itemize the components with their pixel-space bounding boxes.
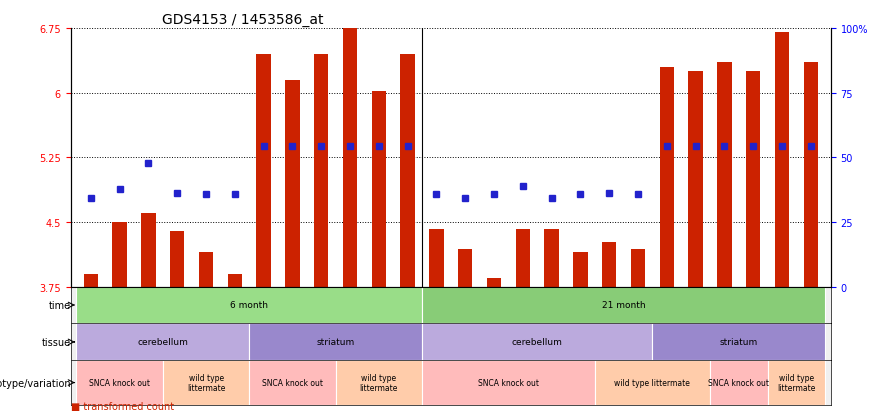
Bar — [199, 252, 213, 287]
Bar — [228, 274, 242, 287]
Text: SNCA knock out: SNCA knock out — [708, 378, 769, 387]
Text: cerebellum: cerebellum — [512, 337, 563, 347]
FancyBboxPatch shape — [249, 361, 336, 405]
Bar — [717, 63, 732, 287]
Text: wild type
littermate: wild type littermate — [187, 373, 225, 392]
FancyBboxPatch shape — [77, 287, 422, 324]
Bar — [746, 72, 760, 287]
FancyBboxPatch shape — [595, 361, 710, 405]
Text: striatum: striatum — [720, 337, 758, 347]
FancyBboxPatch shape — [249, 324, 422, 361]
Bar — [515, 229, 530, 287]
Bar — [343, 29, 357, 287]
Bar — [371, 92, 386, 287]
Text: cerebellum: cerebellum — [137, 337, 188, 347]
Bar — [314, 55, 329, 287]
FancyBboxPatch shape — [336, 361, 422, 405]
Text: 21 month: 21 month — [602, 301, 645, 310]
Text: striatum: striatum — [316, 337, 354, 347]
FancyBboxPatch shape — [77, 324, 249, 361]
Bar — [170, 231, 185, 287]
FancyBboxPatch shape — [163, 361, 249, 405]
Text: wild type
littermate: wild type littermate — [777, 373, 816, 392]
Bar — [487, 278, 501, 287]
Bar — [112, 222, 127, 287]
Text: genotype/variation: genotype/variation — [0, 377, 72, 388]
Text: time: time — [50, 300, 72, 310]
Bar — [430, 229, 444, 287]
Bar — [573, 252, 588, 287]
Bar — [689, 72, 703, 287]
Text: wild type littermate: wild type littermate — [614, 378, 690, 387]
Bar — [804, 63, 818, 287]
Text: GDS4153 / 1453586_at: GDS4153 / 1453586_at — [162, 12, 324, 26]
Bar — [400, 55, 415, 287]
Text: 6 month: 6 month — [230, 301, 268, 310]
FancyBboxPatch shape — [652, 324, 825, 361]
FancyBboxPatch shape — [710, 361, 767, 405]
Text: wild type
littermate: wild type littermate — [360, 373, 398, 392]
Bar — [84, 274, 98, 287]
FancyBboxPatch shape — [422, 361, 595, 405]
Bar — [545, 229, 559, 287]
Bar — [458, 250, 472, 287]
Text: SNCA knock out: SNCA knock out — [478, 378, 539, 387]
Text: SNCA knock out: SNCA knock out — [89, 378, 150, 387]
Text: SNCA knock out: SNCA knock out — [262, 378, 323, 387]
Text: ■ transformed count: ■ transformed count — [71, 401, 174, 411]
FancyBboxPatch shape — [77, 361, 163, 405]
Bar — [141, 214, 156, 287]
Bar — [602, 242, 616, 287]
Bar — [631, 250, 645, 287]
Bar — [659, 68, 674, 287]
Bar — [256, 55, 271, 287]
FancyBboxPatch shape — [422, 287, 825, 324]
Bar — [286, 81, 300, 287]
Bar — [774, 33, 789, 287]
FancyBboxPatch shape — [767, 361, 825, 405]
FancyBboxPatch shape — [422, 324, 652, 361]
Text: tissue: tissue — [42, 337, 72, 347]
